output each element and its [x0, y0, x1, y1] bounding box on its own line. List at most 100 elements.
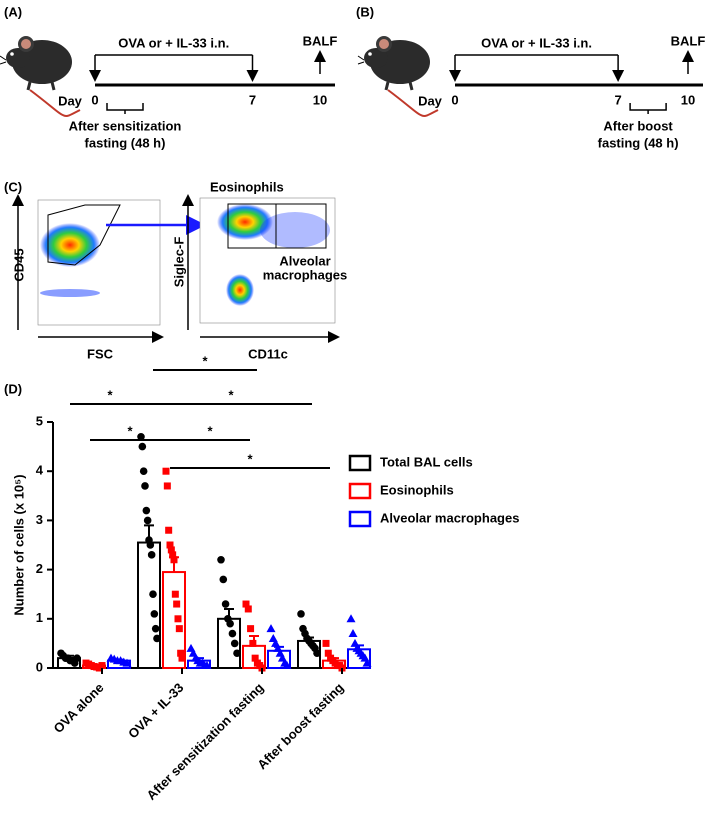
- significance-label: *: [228, 387, 234, 402]
- data-point: [313, 649, 321, 658]
- fasting-label: fasting (48 h): [598, 135, 679, 150]
- data-point: [221, 600, 230, 608]
- data-point: [170, 556, 178, 564]
- axis-label: FSC: [87, 346, 114, 361]
- data-point: [230, 639, 239, 648]
- fasting-bracket: [106, 103, 144, 114]
- significance-label: *: [202, 353, 208, 368]
- y-tick-label: 5: [36, 413, 43, 428]
- data-point: [297, 610, 305, 618]
- data-point: [242, 600, 250, 608]
- data-point: [149, 590, 157, 598]
- y-tick-label: 3: [36, 512, 43, 527]
- data-point: [266, 624, 276, 633]
- data-point: [146, 541, 155, 549]
- data-point: [173, 600, 181, 608]
- legend-label: Alveolar macrophages: [380, 510, 519, 525]
- fasting-label: fasting (48 h): [85, 135, 166, 150]
- legend-swatch: [348, 510, 372, 528]
- data-point: [138, 442, 147, 451]
- data-point: [73, 654, 81, 662]
- y-tick-label: 1: [36, 610, 43, 625]
- data-point: [249, 639, 257, 647]
- data-point: [169, 551, 177, 559]
- axis-label: CD11c: [248, 346, 288, 361]
- axis-label: Day: [418, 93, 443, 108]
- fasting-label: After boost: [603, 118, 673, 133]
- data-point: [226, 619, 234, 628]
- data-point: [151, 624, 160, 633]
- data-point: [233, 649, 241, 658]
- data-point: [167, 546, 175, 554]
- panel-label: (C): [4, 179, 22, 194]
- x-tick-label: OVA alone: [50, 680, 106, 736]
- day-label: 0: [91, 92, 98, 107]
- legend-swatch: [348, 454, 372, 472]
- data-point: [162, 467, 170, 475]
- data-point: [282, 661, 292, 670]
- data-point: [247, 625, 255, 633]
- significance-label: *: [207, 423, 213, 438]
- y-tick-label: 0: [36, 659, 43, 674]
- day-label: 10: [313, 92, 327, 107]
- flow-plots: [12, 194, 340, 343]
- data-point: [143, 516, 152, 525]
- day-label: 7: [614, 92, 621, 107]
- treatment-label: OVA or + IL-33 i.n.: [118, 35, 229, 50]
- data-point: [139, 467, 148, 476]
- x-tick-label: After boost fasting: [254, 680, 346, 772]
- data-point: [147, 551, 156, 559]
- x-tick-label: OVA + IL-33: [125, 680, 186, 741]
- mouse-icons: [0, 36, 439, 117]
- fasting-bracket: [629, 103, 667, 114]
- data-point: [150, 610, 159, 618]
- panel-label: (D): [4, 381, 22, 396]
- data-point: [174, 615, 182, 623]
- data-point: [202, 661, 212, 670]
- data-point: [166, 541, 174, 549]
- axis-label: CD45: [11, 248, 26, 281]
- data-point: [251, 654, 259, 662]
- axis-label: Day: [58, 93, 83, 108]
- day-label: 7: [249, 92, 256, 107]
- data-point: [217, 555, 225, 564]
- gate-label: Alveolar: [279, 253, 330, 268]
- y-axis-label: Number of cells (x 10⁵): [11, 474, 26, 615]
- data-point: [350, 638, 360, 647]
- significance-label: *: [247, 451, 253, 466]
- data-point: [178, 654, 186, 662]
- day-label: 0: [451, 92, 458, 107]
- legend-label: Eosinophils: [380, 482, 454, 497]
- bar: [137, 541, 161, 669]
- data-point: [142, 506, 151, 515]
- gate-label: Eosinophils: [210, 179, 284, 194]
- data-point: [137, 432, 145, 441]
- y-tick-label: 2: [36, 561, 43, 576]
- y-tick-label: 4: [36, 463, 44, 478]
- significance-label: *: [127, 423, 133, 438]
- data-point: [98, 662, 106, 670]
- panel-label: (A): [4, 4, 22, 19]
- significance-label: *: [107, 387, 113, 402]
- data-point: [141, 482, 149, 490]
- data-point: [322, 639, 330, 647]
- data-point: [219, 575, 228, 584]
- data-point: [177, 649, 185, 657]
- data-point: [165, 526, 173, 534]
- data-point: [163, 482, 171, 490]
- legend-label: Total BAL cells: [380, 454, 473, 469]
- axis-label: Siglec-F: [171, 237, 186, 288]
- data-point: [122, 658, 132, 667]
- treatment-label: OVA or + IL-33 i.n.: [481, 35, 592, 50]
- data-point: [171, 590, 179, 598]
- data-point: [348, 629, 358, 638]
- endpoint-label: BALF: [303, 33, 338, 48]
- fasting-label: After sensitization: [69, 118, 182, 133]
- day-label: 10: [681, 92, 695, 107]
- data-point: [324, 649, 332, 657]
- data-point: [244, 605, 252, 613]
- data-point: [362, 658, 372, 667]
- data-point: [346, 614, 356, 623]
- data-point: [153, 634, 161, 643]
